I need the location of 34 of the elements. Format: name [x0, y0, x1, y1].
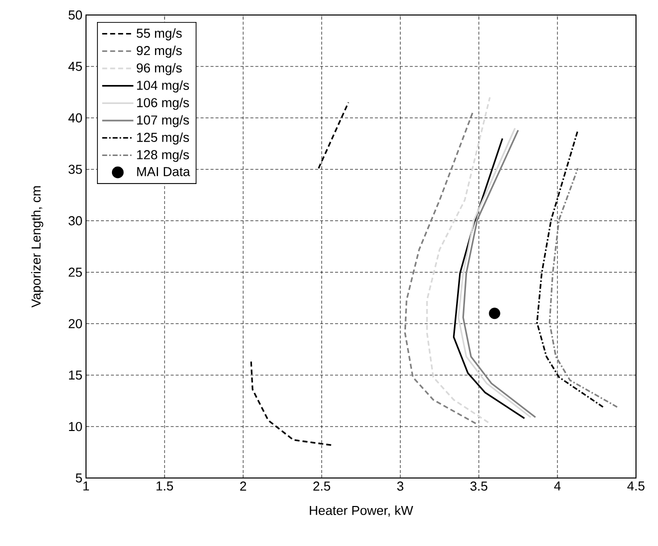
x-tick-label: 3	[397, 482, 404, 491]
line-series	[548, 168, 618, 408]
legend-label: 55 mg/s	[136, 28, 182, 40]
x-tick-label: 2.5	[313, 482, 330, 491]
y-tick-label: 40	[68, 113, 82, 122]
line-series	[452, 138, 526, 420]
y-tick-label: 50	[68, 10, 82, 20]
y-tick-label: 30	[68, 216, 82, 226]
y-tick-label: 25	[68, 268, 82, 277]
y-tick-label: 35	[68, 164, 82, 174]
x-tick-label: 4.5	[627, 482, 644, 491]
legend-label: 104 mg/s	[137, 80, 189, 92]
legend-label: MAI Data	[137, 167, 190, 176]
x-tick-label: 4	[554, 482, 561, 490]
y-tick-label: 10	[69, 422, 82, 432]
y-tick-label: 5	[76, 473, 82, 483]
line-series	[426, 96, 491, 424]
y-tick-label: 45	[68, 62, 82, 71]
legend-label: 96 mg/s	[136, 63, 182, 76]
legend-label: 107 mg/s	[137, 115, 189, 128]
legend-label: 128 mg/s	[137, 150, 189, 162]
y-tick-label: 15	[69, 370, 82, 380]
x-tick-label: 1.5	[156, 482, 174, 491]
legend-label: 106 mg/s	[137, 98, 189, 110]
line-series	[536, 129, 604, 408]
line-series	[404, 112, 477, 424]
x-tick-label: 1	[83, 482, 89, 490]
y-tick-label: 20	[68, 319, 82, 328]
legend-label: 125 mg/s	[137, 132, 189, 145]
y-axis-title: Vaporizer Length, cm	[31, 186, 44, 308]
x-tick-label: 2	[240, 482, 246, 491]
legend-label: 92 mg/s	[136, 46, 182, 58]
x-axis-title: Heater Power, kW	[310, 506, 414, 517]
x-tick-label: 3.5	[470, 482, 488, 491]
